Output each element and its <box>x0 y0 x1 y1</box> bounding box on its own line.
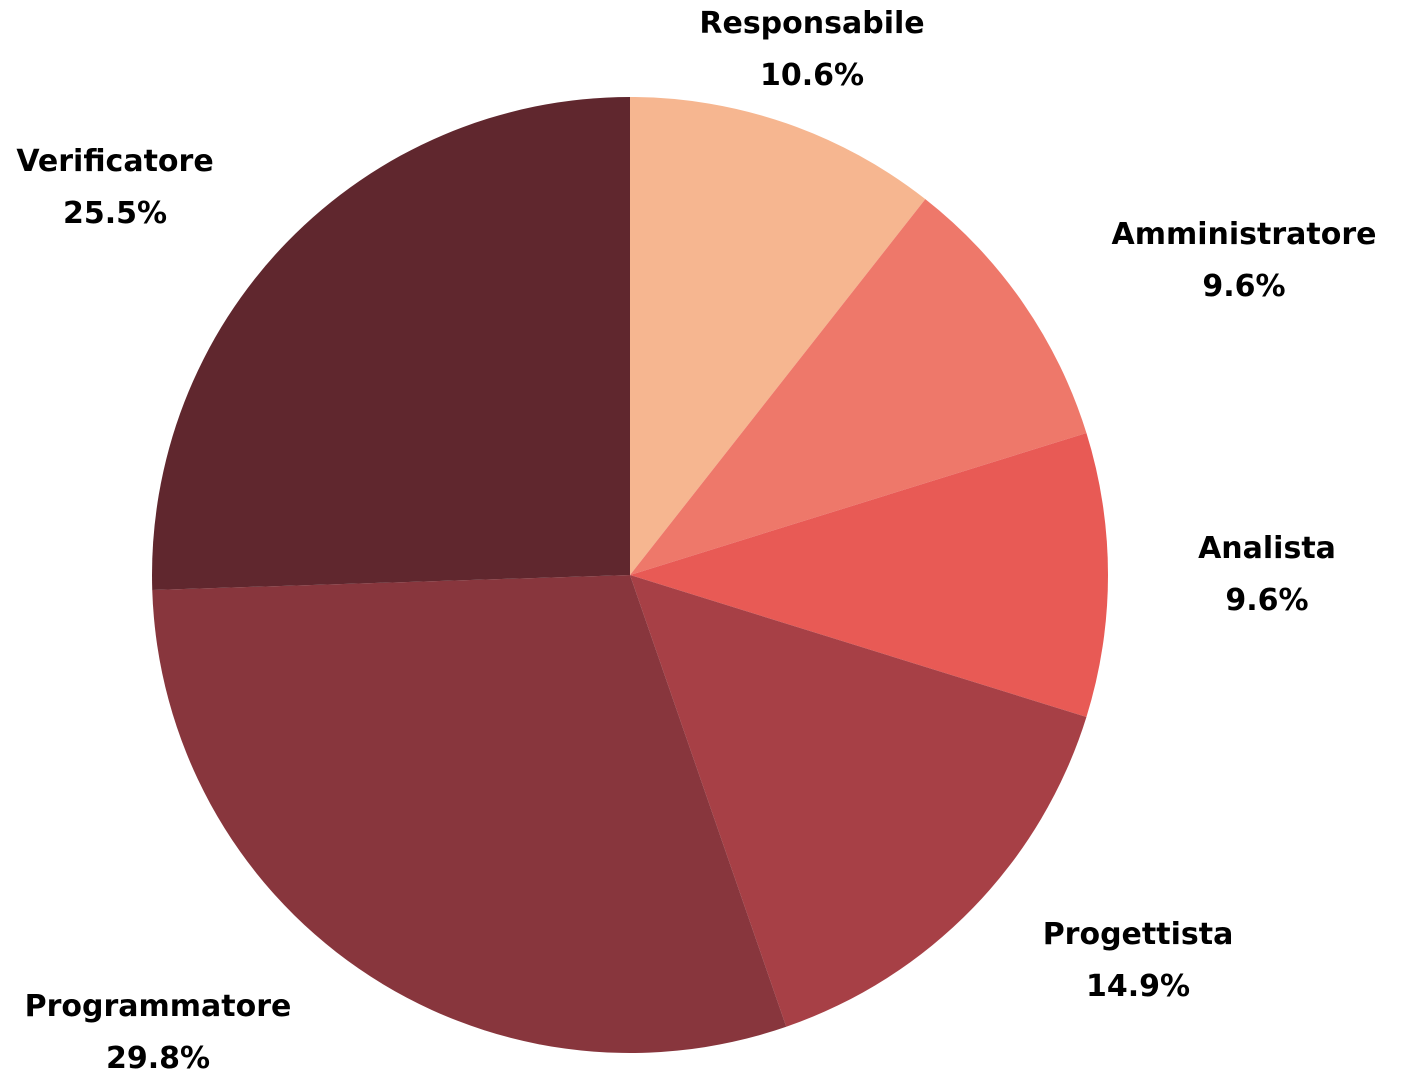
slice-value-programmatore: 29.8% <box>106 1041 210 1076</box>
pie-slice-progettista <box>630 575 1087 1027</box>
slice-value-verificatore: 25.5% <box>63 196 167 231</box>
slice-value-analista: 9.6% <box>1225 583 1308 618</box>
pie-slice-responsabile <box>630 97 926 575</box>
slice-label-verificatore: Verificatore <box>16 144 213 179</box>
slice-value-responsabile: 10.6% <box>760 58 864 93</box>
slice-value-progettista: 14.9% <box>1086 969 1190 1004</box>
slice-label-analista: Analista <box>1198 531 1336 566</box>
pie-slice-analista <box>630 433 1109 717</box>
slice-label-amministratore: Amministratore <box>1112 217 1377 252</box>
pie-slice-verificatore <box>152 97 630 591</box>
pie-labels: Responsabile 10.6% Amministratore 9.6% Anali… <box>16 6 1376 1076</box>
slice-label-programmatore: Programmatore <box>25 989 292 1024</box>
pie-slice-amministratore <box>630 199 1087 575</box>
slice-label-progettista: Progettista <box>1043 917 1234 952</box>
slice-label-responsabile: Responsabile <box>699 6 924 41</box>
slice-value-amministratore: 9.6% <box>1202 269 1285 304</box>
pie-slice-programmatore <box>152 575 787 1053</box>
pie-slices <box>152 97 1109 1053</box>
